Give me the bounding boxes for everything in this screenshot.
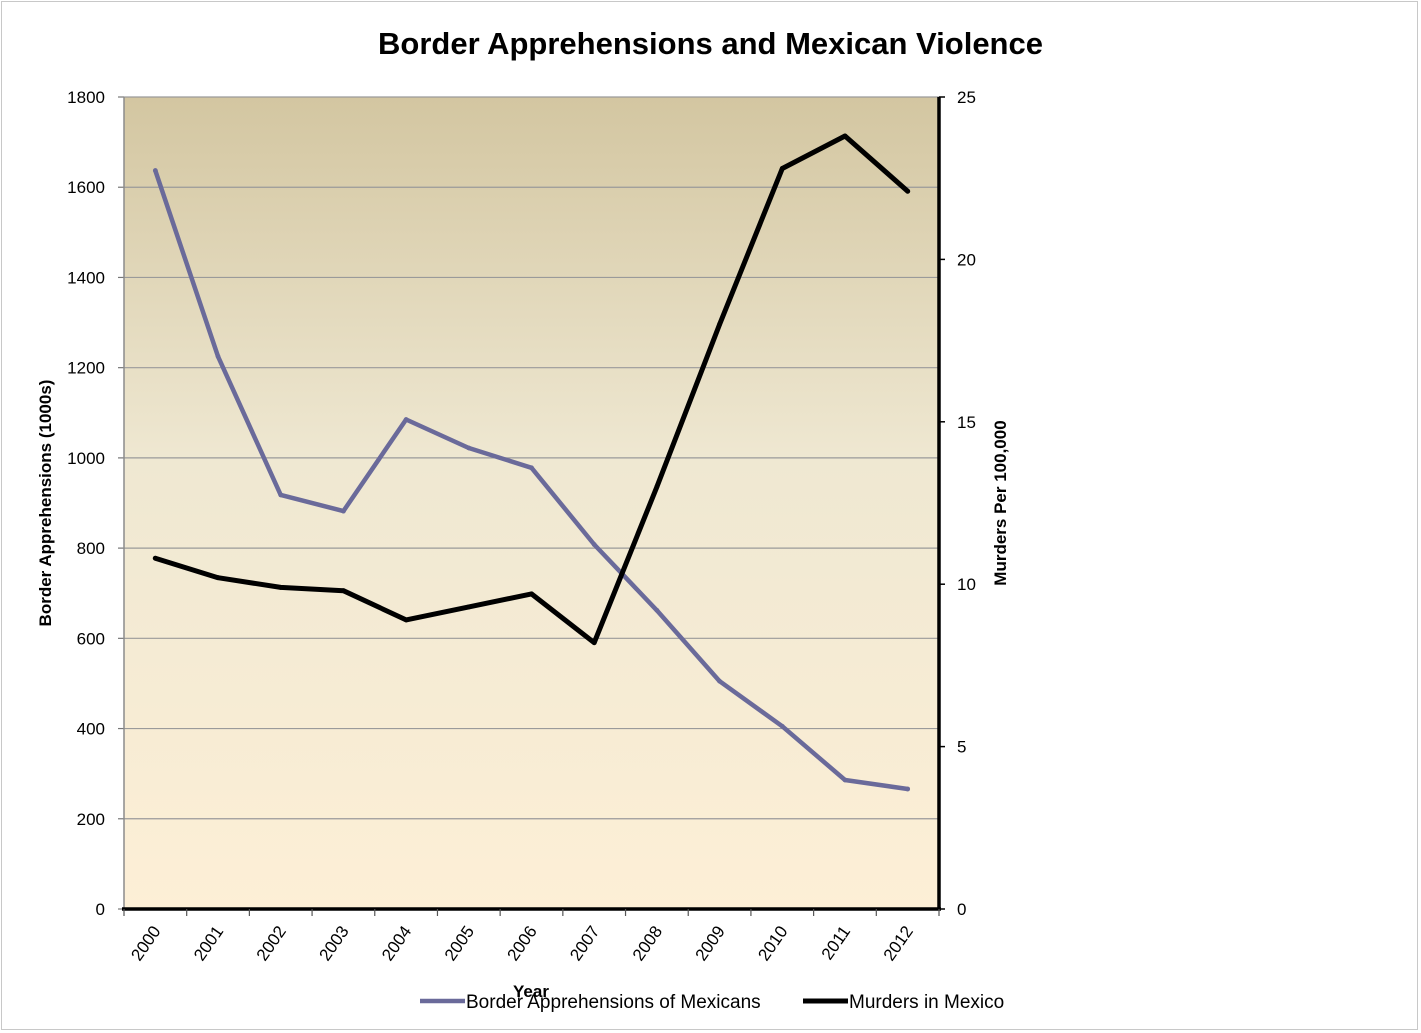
x-tick-label: 2004 (378, 922, 415, 964)
legend-label: Border Apprehensions of Mexicans (466, 992, 761, 1013)
x-tick-label: 2010 (754, 922, 791, 964)
y-tick-label: 400 (77, 720, 105, 739)
x-tick-label: 2011 (818, 922, 855, 963)
y2-tick-label: 10 (957, 575, 976, 594)
apprehensions-point (842, 777, 848, 783)
apprehensions-point (341, 508, 346, 514)
y2-tick-label: 25 (957, 88, 976, 107)
y-tick-label: 1800 (67, 88, 105, 107)
apprehensions-point (529, 465, 534, 471)
x-tick-label: 2007 (566, 922, 603, 964)
y2-tick-label: 5 (957, 738, 966, 757)
murders-point (905, 188, 911, 194)
y2-tick-label: 20 (957, 250, 976, 269)
y2-tick-label: 0 (957, 900, 966, 919)
apprehensions-point (278, 492, 284, 498)
x-tick-label: 2005 (441, 922, 478, 964)
murders-point (529, 591, 534, 597)
x-tick-label: 2006 (504, 922, 541, 964)
apprehensions-point (152, 168, 158, 173)
apprehensions-point (403, 417, 409, 422)
murders-point (591, 640, 597, 646)
apprehensions-point (215, 353, 221, 359)
x-axis-title: Year (513, 982, 549, 1001)
plot-area (124, 97, 939, 909)
y-axis-title: Border Apprehensions (1000s) (36, 380, 55, 627)
y2-axis-title: Murders Per 100,000 (991, 420, 1010, 585)
y-tick-label: 1600 (67, 178, 105, 197)
murders-point (403, 617, 409, 623)
x-tick-label: 2001 (190, 922, 227, 964)
chart-title: Border Apprehensions and Mexican Violenc… (378, 26, 1043, 61)
murders-point (466, 604, 472, 610)
y-tick-label: 200 (77, 810, 105, 829)
apprehensions-point (654, 607, 660, 613)
murders-point (341, 588, 346, 594)
murders-point (717, 321, 722, 327)
y-tick-label: 1200 (67, 359, 105, 378)
apprehensions-point (905, 786, 911, 792)
x-tick-label: 2002 (253, 922, 290, 964)
y-tick-label: 0 (96, 900, 105, 919)
apprehensions-point (466, 445, 472, 451)
legend-label: Murders in Mexico (849, 992, 1004, 1013)
murders-point (779, 166, 785, 171)
x-tick-label: 2000 (127, 922, 164, 964)
apprehensions-point (779, 723, 785, 729)
murders-point (842, 133, 848, 139)
murders-point (654, 484, 660, 490)
y-tick-label: 1000 (67, 449, 105, 468)
murders-point (152, 555, 158, 561)
y-tick-label: 800 (77, 539, 105, 558)
legend: Border Apprehensions of Mexicans Murders … (420, 992, 1004, 1013)
x-tick-label: 2009 (692, 922, 729, 964)
murders-point (278, 585, 284, 590)
y-tick-label: 600 (77, 629, 105, 648)
murders-point (215, 575, 221, 581)
apprehensions-point (591, 542, 597, 547)
y2-tick-label: 15 (957, 413, 976, 432)
y-tick-label: 1400 (67, 268, 105, 287)
x-tick-label: 2008 (629, 922, 666, 964)
x-tick-label: 2003 (315, 922, 352, 964)
x-tick-label: 2012 (880, 922, 917, 964)
apprehensions-point (717, 678, 722, 684)
